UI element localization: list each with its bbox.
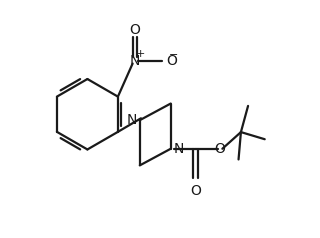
Text: +: + [136, 49, 145, 59]
Text: O: O [166, 54, 177, 68]
Text: O: O [214, 142, 225, 156]
Text: N: N [173, 142, 184, 156]
Text: N: N [126, 113, 137, 127]
Text: N: N [130, 54, 140, 68]
Text: O: O [190, 184, 201, 198]
Text: O: O [130, 23, 140, 37]
Text: −: − [168, 50, 178, 60]
